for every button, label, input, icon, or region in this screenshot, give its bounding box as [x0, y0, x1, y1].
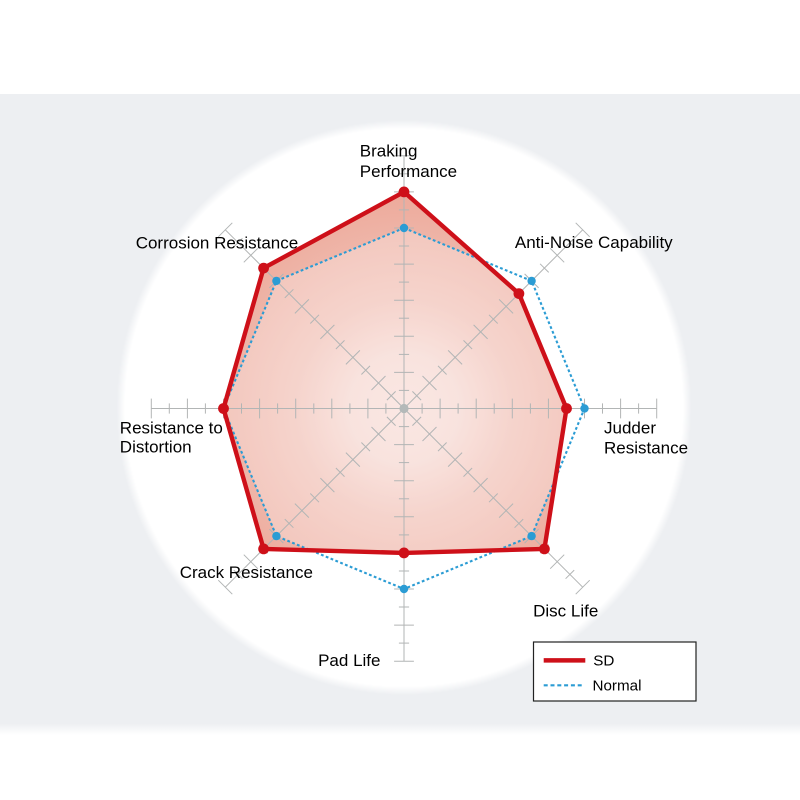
svg-text:Resistance: Resistance [604, 439, 688, 458]
svg-text:Distortion: Distortion [120, 438, 192, 457]
svg-text:Performance: Performance [360, 162, 457, 181]
svg-text:Resistance to: Resistance to [120, 419, 223, 438]
svg-text:Crack Resistance: Crack Resistance [180, 563, 313, 582]
svg-text:Disc Life: Disc Life [533, 602, 598, 621]
svg-text:SD: SD [593, 653, 614, 670]
svg-text:Judder: Judder [604, 419, 656, 438]
svg-text:Normal: Normal [593, 677, 642, 694]
svg-text:Braking: Braking [360, 141, 418, 160]
svg-text:Anti-Noise Capability: Anti-Noise Capability [515, 233, 673, 252]
svg-text:Pad Life: Pad Life [318, 651, 380, 670]
svg-text:Corrosion Resistance: Corrosion Resistance [136, 234, 299, 253]
